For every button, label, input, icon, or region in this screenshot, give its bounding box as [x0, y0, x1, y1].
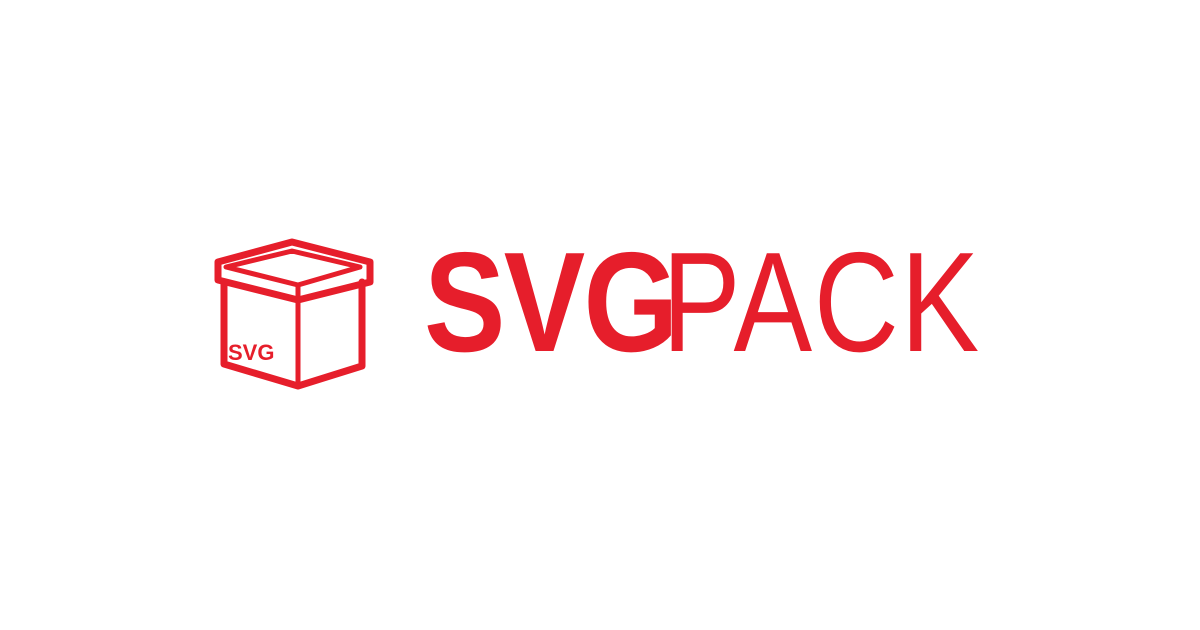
- box-label: SVG: [228, 340, 274, 365]
- wordmark: SVG PACK: [424, 232, 1046, 374]
- wordmark-light: PACK: [662, 223, 981, 382]
- box-icon: SVG: [214, 238, 374, 390]
- wordmark-bold: SVG: [424, 223, 678, 382]
- box-outline: [214, 238, 374, 390]
